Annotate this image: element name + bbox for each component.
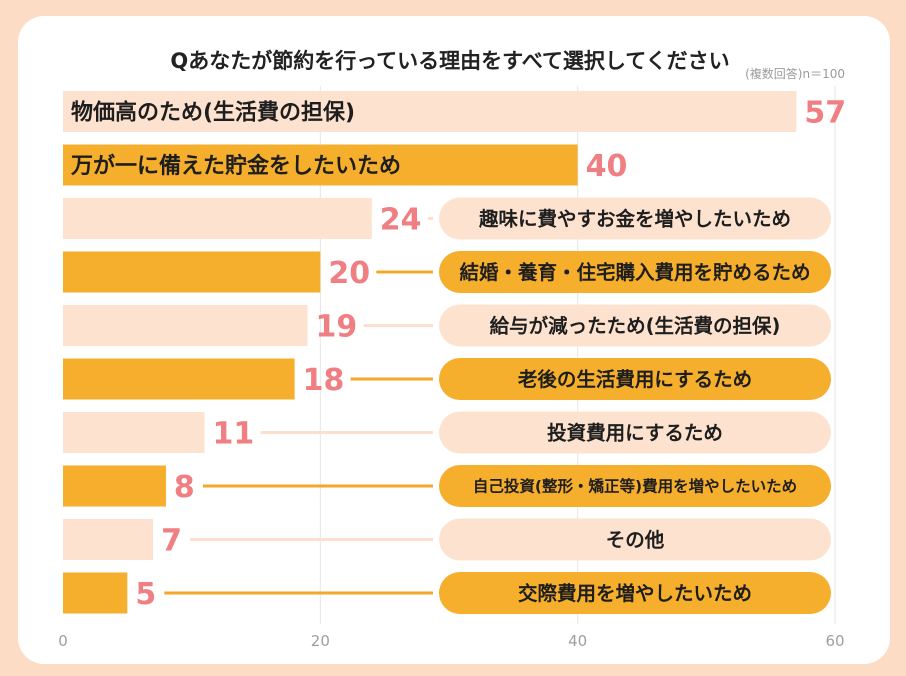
category-pill xyxy=(439,465,831,507)
category-pill xyxy=(439,358,831,400)
value-label: 11 xyxy=(213,417,255,452)
value-label: 40 xyxy=(586,149,628,184)
category-label: 給与が減ったため(生活費の担保) xyxy=(490,315,781,338)
x-tick-label: 40 xyxy=(568,632,587,650)
bar-chart: Qあなたが節約を行っている理由をすべて選択してください (複数回答)n＝100 … xyxy=(58,49,846,650)
bars xyxy=(63,91,797,614)
bar xyxy=(63,412,205,453)
category-pill xyxy=(439,572,831,614)
x-tick-label: 60 xyxy=(825,632,844,650)
category-label: 万が一に備えた貯金をしたいため xyxy=(70,153,401,179)
category-pill xyxy=(439,411,831,454)
bar xyxy=(63,305,308,346)
category-label: 交際費用を増やしたいため xyxy=(518,582,752,605)
category-label: 自己投資(整形・矯正等)費用を増やしたいため xyxy=(473,477,797,496)
category-label: 趣味に費やすお金を増やしたいため xyxy=(478,208,791,231)
category-pill xyxy=(439,518,831,561)
category-pill xyxy=(439,251,831,293)
leader-lines xyxy=(164,217,433,595)
sample-note: (複数回答)n＝100 xyxy=(745,66,845,81)
value-label: 5 xyxy=(135,577,156,612)
labels: 57 物価高のため(生活費の担保) 40 万が一に備えた貯金をしたいため 24 趣味に費や… xyxy=(70,96,846,613)
category-label: 物価高のため(生活費の担保) xyxy=(71,100,355,126)
value-label: 8 xyxy=(174,470,195,505)
category-label: 投資費用にするため xyxy=(547,422,723,445)
category-pill xyxy=(439,304,831,347)
category-pills xyxy=(439,197,831,614)
x-axis-ticks: 0 20 40 60 xyxy=(58,632,844,650)
value-label: 7 xyxy=(161,524,182,559)
value-label: 18 xyxy=(303,363,345,398)
category-label: その他 xyxy=(606,529,665,552)
bar xyxy=(63,519,154,560)
value-label: 20 xyxy=(328,256,370,291)
x-tick-label: 20 xyxy=(311,632,330,650)
bar xyxy=(63,251,321,293)
value-label: 57 xyxy=(804,96,846,131)
bar xyxy=(63,91,797,132)
x-tick-label: 0 xyxy=(58,632,68,650)
value-label: 19 xyxy=(315,310,357,345)
bar xyxy=(63,465,166,507)
chart-title: Qあなたが節約を行っている理由をすべて選択してください xyxy=(170,49,729,73)
category-label: 結婚・養育・住宅購入費用を貯めるため xyxy=(459,261,810,284)
chart-card: Qあなたが節約を行っている理由をすべて選択してください (複数回答)n＝100 … xyxy=(18,16,890,664)
bar xyxy=(63,144,578,186)
bar xyxy=(63,572,128,614)
bar xyxy=(63,358,295,400)
bar xyxy=(63,198,372,239)
value-label: 24 xyxy=(380,203,422,238)
category-label: 老後の生活費用にするため xyxy=(517,368,752,391)
category-pill xyxy=(439,197,831,240)
